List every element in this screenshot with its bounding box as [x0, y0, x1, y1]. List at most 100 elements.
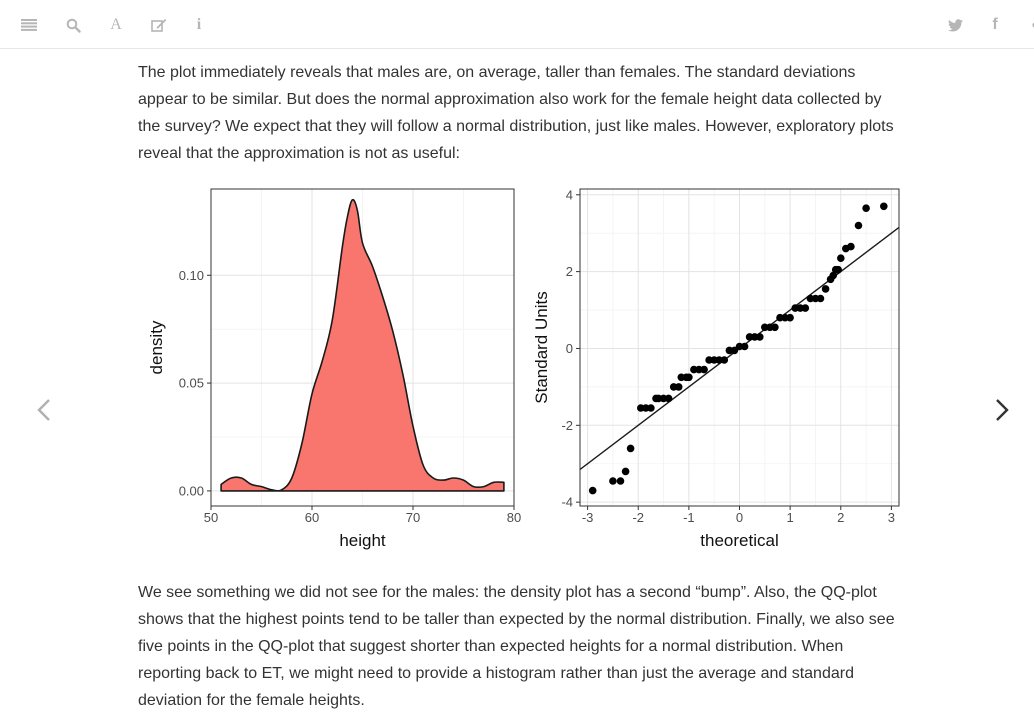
info-icon[interactable]: i — [188, 14, 210, 36]
qq-point — [862, 204, 870, 212]
y-tick-label: 0.10 — [179, 268, 204, 283]
qq-point — [816, 294, 825, 303]
qq-point — [677, 373, 686, 382]
qq-point — [652, 394, 660, 403]
x-tick-label: 80 — [507, 510, 521, 525]
qq-point — [771, 323, 779, 332]
search-icon[interactable] — [62, 14, 84, 36]
qq-point — [806, 294, 815, 303]
y-tick-label: 2 — [566, 264, 573, 279]
qq-point — [710, 356, 718, 364]
x-tick-label: 0 — [736, 510, 743, 525]
qq-point — [834, 265, 842, 274]
qq-point — [837, 254, 845, 262]
edit-icon[interactable] — [148, 14, 170, 36]
qq-point — [626, 444, 635, 453]
qq-point — [766, 323, 774, 332]
qq-point — [791, 304, 799, 312]
plot-background — [211, 189, 514, 506]
plot-area — [580, 202, 899, 495]
qq-point — [682, 373, 691, 382]
x-tick-label: 3 — [888, 510, 895, 525]
x-tick-label: -2 — [632, 510, 644, 525]
qq-point — [685, 373, 693, 382]
x-axis-label: theoretical — [700, 531, 778, 550]
y-axis-label: density — [147, 320, 166, 374]
qq-point — [811, 294, 820, 303]
next-page-button[interactable] — [990, 394, 1014, 426]
qq-point — [720, 356, 729, 364]
qq-reference-line — [580, 226, 899, 471]
qq-point — [854, 221, 863, 230]
prev-page-button[interactable] — [32, 394, 56, 426]
qq-point — [756, 333, 764, 341]
qq-point — [700, 365, 708, 374]
twitter-icon[interactable] — [944, 14, 966, 36]
y-tick-label: 0.05 — [179, 376, 204, 391]
qq-plot-panel: -3 -2 -1 0 1 2 3 -4 -2 0 2 4 theoretical Standard Uni… — [532, 187, 900, 550]
y-tick-label: 0 — [566, 341, 573, 356]
qq-point — [842, 244, 850, 253]
qq-point — [715, 356, 723, 364]
qq-point — [831, 265, 840, 274]
qq-point — [750, 333, 759, 341]
x-tick-label: 1 — [787, 510, 794, 525]
qq-point — [725, 346, 734, 355]
panel-border — [579, 188, 900, 507]
qq-point — [776, 313, 784, 322]
qq-point — [616, 477, 625, 485]
chevron-right-icon — [996, 399, 1009, 421]
qq-point — [786, 313, 794, 322]
qq-point — [880, 202, 888, 211]
menu-icon[interactable] — [18, 14, 40, 36]
qq-point — [695, 365, 703, 374]
paragraph-conclusion: We see something we did not see for the … — [138, 584, 895, 709]
x-tick-label: -3 — [582, 510, 594, 525]
share-icon[interactable] — [1022, 14, 1034, 36]
qq-point — [609, 477, 617, 485]
qq-point — [669, 383, 678, 391]
plot-area — [220, 198, 505, 492]
x-tick-label: 60 — [305, 510, 319, 525]
density-plot-panel: 50 60 70 80 0.00 0.05 0.10 height density — [147, 188, 521, 550]
qq-point — [642, 404, 650, 412]
qq-point — [829, 271, 837, 280]
y-axis-label: Standard Units — [532, 291, 551, 403]
qq-point — [705, 356, 713, 364]
qq-point — [659, 394, 668, 403]
qq-point — [637, 404, 645, 412]
qq-point — [647, 404, 655, 412]
qq-point — [847, 242, 855, 251]
qq-point — [826, 275, 835, 284]
qq-point — [664, 394, 673, 403]
qq-point — [761, 323, 769, 332]
plot-background — [580, 189, 899, 506]
facebook-icon[interactable]: f — [984, 14, 1006, 36]
qq-point — [740, 342, 749, 351]
qq-point — [796, 304, 805, 312]
density-outline — [220, 198, 505, 492]
density-area — [221, 199, 504, 491]
facebook-glyph: f — [992, 16, 998, 33]
y-tick-label: -4 — [561, 495, 573, 510]
x-axis-label: height — [339, 531, 386, 550]
qq-point — [654, 394, 663, 403]
qq-point — [781, 313, 789, 322]
x-tick-label: 50 — [204, 510, 218, 525]
qq-point — [745, 333, 754, 341]
y-tick-label: 0.00 — [179, 483, 204, 498]
font-icon[interactable]: A — [105, 14, 127, 36]
x-tick-label: -1 — [683, 510, 695, 525]
qq-point — [730, 346, 739, 355]
info-glyph: i — [196, 16, 202, 33]
paragraph-intro: The plot immediately reveals that males … — [138, 64, 894, 162]
font-glyph: A — [110, 16, 122, 33]
qq-point — [588, 486, 597, 495]
x-tick-label: 2 — [837, 510, 844, 525]
qq-point — [621, 467, 630, 476]
qq-point — [735, 342, 744, 351]
qq-point — [801, 304, 810, 312]
qq-point — [690, 365, 698, 374]
y-tick-label: 4 — [566, 187, 573, 202]
x-tick-label: 70 — [406, 510, 420, 525]
